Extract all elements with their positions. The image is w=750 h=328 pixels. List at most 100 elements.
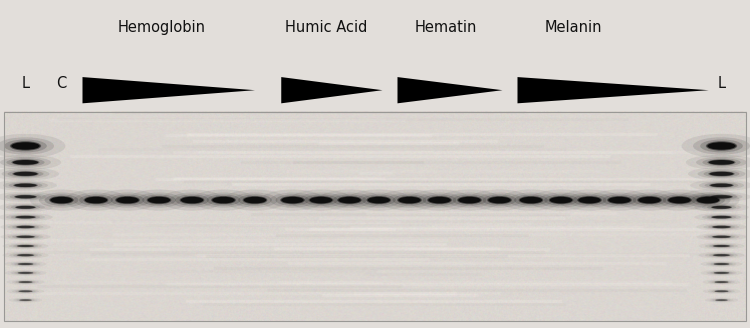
Text: Hemoglobin: Hemoglobin <box>117 20 206 35</box>
Text: Melanin: Melanin <box>545 20 602 35</box>
Ellipse shape <box>710 172 734 176</box>
Ellipse shape <box>10 141 41 151</box>
Ellipse shape <box>706 141 737 151</box>
Ellipse shape <box>657 193 702 208</box>
Ellipse shape <box>17 272 34 274</box>
Ellipse shape <box>708 171 735 176</box>
Ellipse shape <box>637 196 662 204</box>
Ellipse shape <box>387 193 432 208</box>
Ellipse shape <box>16 206 35 209</box>
Ellipse shape <box>696 157 747 168</box>
Ellipse shape <box>713 254 730 256</box>
Ellipse shape <box>713 245 730 247</box>
Ellipse shape <box>338 197 361 203</box>
Ellipse shape <box>0 157 51 168</box>
Ellipse shape <box>356 193 401 208</box>
Ellipse shape <box>692 195 724 206</box>
Ellipse shape <box>13 172 38 176</box>
Ellipse shape <box>338 196 362 204</box>
Ellipse shape <box>500 190 562 211</box>
Ellipse shape <box>13 244 38 248</box>
Ellipse shape <box>710 183 734 188</box>
Ellipse shape <box>538 193 584 208</box>
Ellipse shape <box>0 134 65 158</box>
Ellipse shape <box>10 194 41 199</box>
Ellipse shape <box>558 190 621 211</box>
Ellipse shape <box>16 299 34 301</box>
Text: Hematin: Hematin <box>415 20 478 35</box>
Ellipse shape <box>6 214 45 220</box>
Ellipse shape <box>14 262 37 266</box>
Ellipse shape <box>147 196 171 204</box>
Ellipse shape <box>19 290 32 292</box>
Ellipse shape <box>7 158 45 166</box>
Ellipse shape <box>12 289 39 293</box>
Ellipse shape <box>706 205 736 210</box>
Ellipse shape <box>4 139 46 153</box>
Ellipse shape <box>710 298 734 302</box>
Ellipse shape <box>17 263 34 265</box>
Ellipse shape <box>706 262 736 266</box>
Ellipse shape <box>378 190 441 211</box>
Ellipse shape <box>50 197 73 203</box>
Ellipse shape <box>711 206 732 209</box>
Ellipse shape <box>20 299 32 301</box>
Ellipse shape <box>15 195 36 198</box>
Ellipse shape <box>290 190 352 211</box>
Ellipse shape <box>175 195 208 206</box>
Ellipse shape <box>712 245 730 247</box>
Ellipse shape <box>713 272 730 274</box>
Ellipse shape <box>39 193 84 208</box>
Ellipse shape <box>12 225 39 229</box>
Ellipse shape <box>694 203 748 212</box>
Ellipse shape <box>704 234 740 239</box>
Ellipse shape <box>663 195 696 206</box>
Ellipse shape <box>398 196 422 204</box>
Ellipse shape <box>16 225 35 229</box>
Ellipse shape <box>8 170 44 177</box>
Ellipse shape <box>699 181 744 189</box>
Ellipse shape <box>714 272 729 274</box>
Ellipse shape <box>711 280 731 284</box>
Ellipse shape <box>16 245 34 247</box>
Ellipse shape <box>14 195 37 199</box>
Ellipse shape <box>548 196 573 204</box>
Ellipse shape <box>128 190 190 211</box>
Polygon shape <box>281 77 382 103</box>
Ellipse shape <box>14 271 37 275</box>
Ellipse shape <box>700 193 742 200</box>
Ellipse shape <box>706 215 736 219</box>
Ellipse shape <box>573 195 606 206</box>
Ellipse shape <box>638 197 661 203</box>
Ellipse shape <box>2 169 50 178</box>
Ellipse shape <box>702 158 740 166</box>
Ellipse shape <box>243 196 267 204</box>
Text: L: L <box>718 76 725 91</box>
Ellipse shape <box>30 190 93 211</box>
Ellipse shape <box>368 197 390 203</box>
Ellipse shape <box>578 197 601 203</box>
Ellipse shape <box>550 197 572 203</box>
Ellipse shape <box>261 190 324 211</box>
Ellipse shape <box>698 169 746 178</box>
Ellipse shape <box>710 262 733 266</box>
Ellipse shape <box>706 271 736 275</box>
Ellipse shape <box>705 244 738 248</box>
Ellipse shape <box>712 254 730 256</box>
Ellipse shape <box>452 195 486 206</box>
Ellipse shape <box>676 190 740 211</box>
Ellipse shape <box>704 170 740 177</box>
Ellipse shape <box>0 137 54 154</box>
Ellipse shape <box>212 197 235 203</box>
Ellipse shape <box>714 263 729 265</box>
Ellipse shape <box>709 160 734 165</box>
Ellipse shape <box>700 139 742 153</box>
Ellipse shape <box>13 254 38 257</box>
Ellipse shape <box>170 193 214 208</box>
Ellipse shape <box>715 281 728 283</box>
Ellipse shape <box>4 193 46 200</box>
Ellipse shape <box>712 216 731 218</box>
Ellipse shape <box>483 195 516 206</box>
Ellipse shape <box>9 244 42 248</box>
Ellipse shape <box>19 299 32 301</box>
